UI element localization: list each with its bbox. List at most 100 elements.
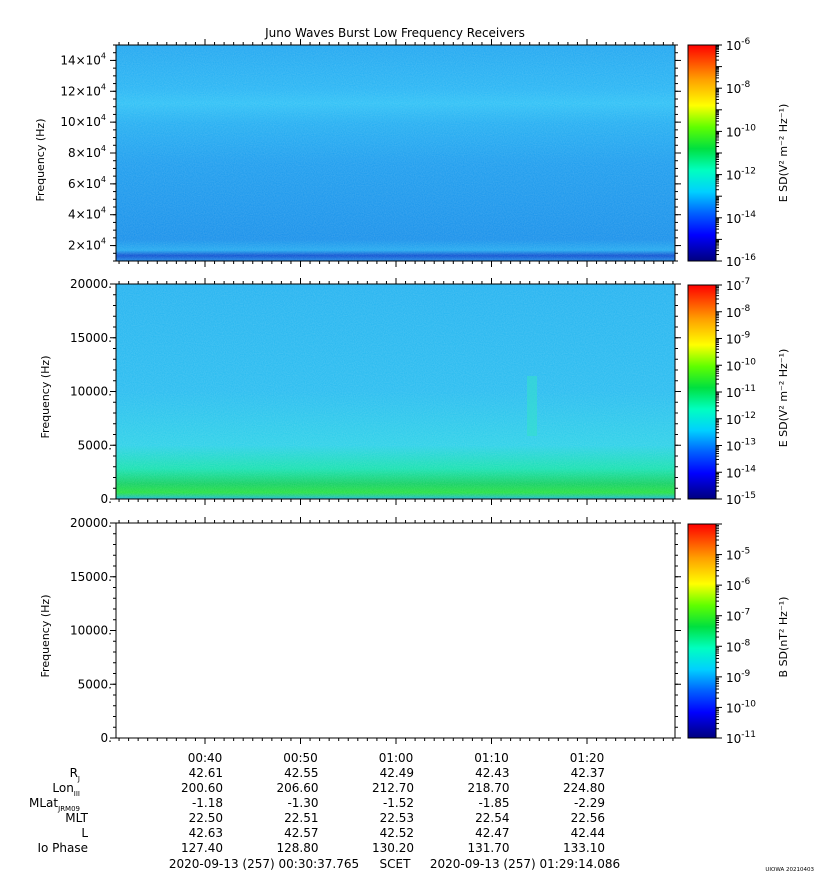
colorbar-tick-label: 10-6 [726,577,751,593]
ephemeris-label: L [81,826,88,840]
ephemeris-value: 128.80 [277,841,319,855]
colorbar-1 [688,45,716,261]
time-tick-label: 01:20 [570,751,605,765]
colorbar-3-label: B SD(nT² Hz⁻¹) [777,597,790,678]
colorbar-tick-label: 10-9 [726,669,751,685]
panel-3-x-ticks [118,517,674,744]
y-tick-label: 20000. [70,277,112,291]
ephemeris-value: 42.43 [475,766,509,780]
ephemeris-value: 212.70 [372,781,414,795]
colorbar-tick-label: 10-7 [726,277,750,293]
ephemeris-value: 42.52 [380,826,414,840]
ephemeris-value: 22.50 [189,811,223,825]
ephemeris-value: -1.30 [287,796,318,810]
ephemeris-label: MLatJRM09 [29,796,80,813]
y-tick-label: 10×104 [60,113,106,129]
colorbar-tick-label: 10-11 [726,384,756,400]
ephemeris-label: LonIII [52,781,80,798]
colorbar-tick-label: 10-13 [726,438,756,454]
panel-2-x-ticks [118,278,674,505]
y-tick-label: 5000. [78,438,112,452]
ephemeris-value: 42.57 [284,826,318,840]
footer-tag: UIOWA 20210403 [765,867,814,873]
y-tick-label: 10000. [70,385,112,399]
colorbar-2 [688,285,716,499]
panel-3-y-axis-label: Frequency (Hz) [39,595,52,678]
ephemeris-value: 42.44 [571,826,605,840]
panel-2-y-ticks: 0. 5000. 10000. 15000. 20000. [70,277,681,506]
colorbar-3-frame [687,523,717,739]
panel-e-field-low: 0. 5000. 10000. 15000. 20000. Frequency (Hz)… [39,277,790,507]
colorbar-1-label: E SD(V² m⁻² Hz⁻¹) [777,104,790,203]
y-tick-label: 20000. [70,516,112,530]
y-tick-label: 2×104 [68,237,106,253]
ephemeris-label: MLT [65,811,88,825]
time-tick-label: 01:00 [379,751,414,765]
chart-title: Juno Waves Burst Low Frequency Receivers [264,26,525,40]
ephemeris-value: 42.63 [189,826,223,840]
ephemeris-table: RJ 42.61 42.55 42.49 42.43 42.37 LonIII 200.60 2… [29,766,605,855]
panel-1-y-ticks: 2×104 4×104 6×104 8×104 10×104 12×104 14×104 [60,44,681,262]
panel-e-field-high: 2×104 4×104 6×104 8×104 10×104 12×104 14×104 F… [34,37,790,269]
colorbar-tick-label: 10-7 [726,608,750,624]
panel-1-x-ticks [118,39,674,267]
ephemeris-value: -2.29 [574,796,605,810]
scet-start: 2020-09-13 (257) 00:30:37.765 [169,857,359,871]
ephemeris-value: 42.61 [189,766,223,780]
time-tick-labels: 00:40 00:50 01:00 01:10 01:20 [188,751,605,765]
colorbar-tick-label: 10-15 [726,491,756,507]
y-tick-label: 12×104 [60,82,106,98]
y-tick-label: 6×104 [68,175,106,191]
colorbar-tick-label: 10-9 [726,331,751,347]
panel-3-y-ticks: 0. 5000. 10000. 15000. 20000. [70,516,681,745]
colorbar-tick-label: 10-10 [726,123,756,139]
spectrogram-2-burst [527,376,537,436]
colorbar-tick-label: 10-10 [726,699,756,715]
ephemeris-value: 42.47 [475,826,509,840]
colorbar-3-ticks: 10-5 10-6 10-7 10-8 10-9 10-10 10-11 [716,523,756,746]
y-tick-label: 10000. [70,624,112,638]
colorbar-tick-label: 10-14 [726,210,756,226]
ephemeris-value: 22.51 [284,811,318,825]
ephemeris-value: 127.40 [181,841,223,855]
ephemeris-value: -1.85 [478,796,509,810]
spectrogram-3-empty [116,523,675,738]
ephemeris-value: 224.80 [563,781,605,795]
colorbar-1-ticks: 10-6 10-8 10-10 10-12 10-14 10-16 [716,37,756,269]
colorbar-tick-label: 10-5 [726,547,750,563]
panel-b-field: 0. 5000. 10000. 15000. 20000. Frequency (Hz)… [39,516,790,746]
panel-2-y-axis-label: Frequency (Hz) [39,356,52,439]
y-tick-label: 5000. [78,677,112,691]
time-tick-label: 01:10 [474,751,509,765]
colorbar-tick-label: 10-12 [726,167,756,183]
ephemeris-value: 131.70 [468,841,510,855]
scet-end: 2020-09-13 (257) 01:29:14.086 [430,857,620,871]
ephemeris-value: -1.18 [192,796,223,810]
colorbar-2-ticks: 10-7 10-8 10-9 10-10 10-11 10-12 10-13 10-14 10-… [716,277,756,507]
ephemeris-label: Io Phase [37,841,88,855]
panel-1-y-axis-label: Frequency (Hz) [34,119,47,202]
ephemeris-value: 22.56 [571,811,605,825]
y-tick-label: 15000. [70,570,112,584]
ephemeris-label: RJ [70,766,80,783]
colorbar-tick-label: 10-10 [726,357,756,373]
colorbar-tick-label: 10-8 [726,304,751,320]
colorbar-tick-label: 10-14 [726,464,756,480]
ephemeris-value: 130.20 [372,841,414,855]
spectrogram-2-noise [116,284,675,499]
scet-label: SCET [380,857,412,871]
ephemeris-value: 218.70 [468,781,510,795]
ephemeris-value: 206.60 [277,781,319,795]
y-tick-label: 0. [101,492,112,506]
colorbar-tick-label: 10-6 [726,37,751,53]
y-tick-label: 8×104 [68,144,106,160]
y-tick-label: 15000. [70,331,112,345]
colorbar-tick-label: 10-11 [726,730,756,746]
y-tick-label: 4×104 [68,206,106,222]
ephemeris-value: 22.53 [380,811,414,825]
ephemeris-value: 22.54 [475,811,509,825]
colorbar-tick-label: 10-16 [726,253,756,269]
ephemeris-value: 42.55 [284,766,318,780]
time-tick-label: 00:40 [188,751,223,765]
